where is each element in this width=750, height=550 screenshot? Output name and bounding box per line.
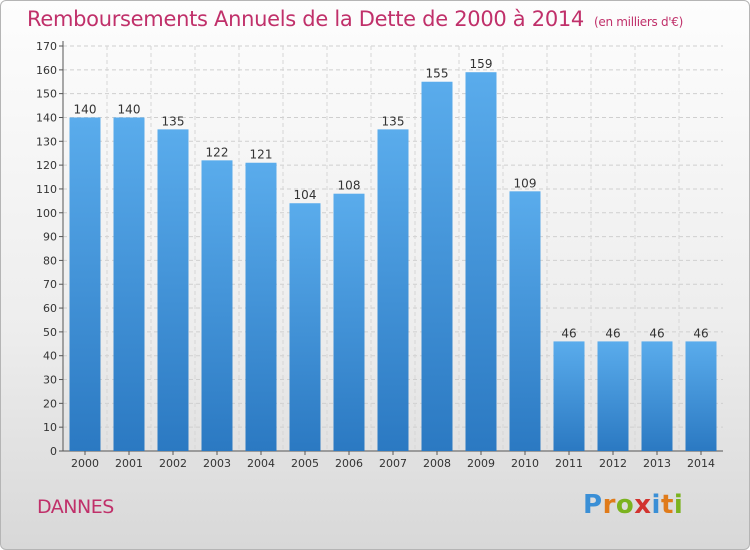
- x-tick-label-2004: 2004: [247, 457, 275, 470]
- chart-unit: (en milliers d'€): [594, 15, 684, 29]
- bar-2001: [113, 117, 145, 452]
- logo-letter: P: [583, 490, 603, 520]
- data-label-2007: 135: [382, 114, 405, 128]
- bar-2000: [69, 117, 101, 452]
- x-tick-label-2008: 2008: [423, 457, 451, 470]
- x-tick-label-2013: 2013: [643, 457, 671, 470]
- x-tick-label-2012: 2012: [599, 457, 627, 470]
- x-tick-label-2003: 2003: [203, 457, 231, 470]
- y-tick-label: 140: [36, 111, 57, 124]
- bar-2006: [333, 193, 365, 452]
- x-tick-label-2001: 2001: [115, 457, 143, 470]
- logo-letter: i: [673, 490, 684, 520]
- x-tick-label-2006: 2006: [335, 457, 363, 470]
- chart-title-text: Remboursements Annuels de la Dette de 20…: [27, 7, 584, 31]
- logo-letter: r: [602, 490, 616, 520]
- x-tick-label-2014: 2014: [687, 457, 715, 470]
- y-tick-label: 50: [43, 326, 57, 339]
- bar-2009: [465, 72, 497, 452]
- y-tick-label: 60: [43, 302, 57, 315]
- y-tick-label: 130: [36, 135, 57, 148]
- bar-2012: [597, 341, 629, 451]
- y-tick-label: 40: [43, 350, 57, 363]
- y-tick-label: 70: [43, 278, 57, 291]
- x-tick-label-2009: 2009: [467, 457, 495, 470]
- data-label-2013: 46: [649, 326, 664, 340]
- y-tick-label: 100: [36, 207, 57, 220]
- y-tick-label: 80: [43, 254, 57, 267]
- bar-2004: [245, 162, 277, 451]
- bar-2005: [289, 203, 321, 451]
- bar-2013: [641, 341, 673, 451]
- y-tick-label: 20: [43, 397, 57, 410]
- data-label-2003: 122: [206, 145, 229, 159]
- y-tick-labels: 0 10 20 30 40 50 60 70 80 90 100 110 120 130 140 150 160…: [36, 40, 57, 458]
- logo-letter: t: [660, 490, 674, 520]
- logo-letter: o: [615, 490, 635, 520]
- x-tick-labels: 2000 2001 2002 2003 2004 2005 2006 2007 2008 2009…: [71, 457, 715, 470]
- y-tick-label: 30: [43, 374, 57, 387]
- city-name: DANNES: [37, 496, 114, 518]
- x-tick-label-2007: 2007: [379, 457, 407, 470]
- data-label-2002: 135: [162, 114, 185, 128]
- logo-letter: i: [651, 490, 661, 520]
- data-label-2010: 109: [514, 176, 537, 190]
- data-label-2000: 140: [74, 102, 97, 116]
- data-label-2006: 108: [338, 179, 361, 193]
- data-labels: 140 140 135 122 121 104 108 135 155 159 109 46 46 46 4…: [74, 57, 709, 340]
- x-tick-label-2005: 2005: [291, 457, 319, 470]
- bar-2008: [421, 81, 453, 451]
- x-tick-label-2000: 2000: [71, 457, 99, 470]
- y-tick-label: 10: [43, 421, 57, 434]
- bar-2010: [509, 191, 541, 451]
- data-label-2011: 46: [561, 326, 576, 340]
- bar-2011: [553, 341, 585, 451]
- data-label-2001: 140: [118, 102, 141, 116]
- y-tick-label: 110: [36, 183, 57, 196]
- y-tick-label: 160: [36, 64, 57, 77]
- proxiti-logo: Proxiti: [583, 490, 683, 520]
- bar-2003: [201, 160, 233, 451]
- bar-2014: [685, 341, 717, 451]
- x-tick-label-2010: 2010: [511, 457, 539, 470]
- bar-2002: [157, 129, 189, 451]
- y-tick-label: 90: [43, 231, 57, 244]
- y-tick-label: 170: [36, 40, 57, 53]
- data-label-2009: 159: [470, 57, 493, 71]
- data-label-2004: 121: [250, 148, 273, 162]
- data-label-2014: 46: [693, 326, 708, 340]
- x-tick-label-2002: 2002: [159, 457, 187, 470]
- data-label-2008: 155: [426, 67, 449, 81]
- x-tick-label-2011: 2011: [555, 457, 583, 470]
- bar-2007: [377, 129, 409, 451]
- data-label-2005: 104: [294, 188, 317, 202]
- y-tick-label: 150: [36, 88, 57, 101]
- logo-letter: x: [634, 490, 652, 520]
- bars: [69, 72, 717, 452]
- data-label-2012: 46: [605, 326, 620, 340]
- chart-title: Remboursements Annuels de la Dette de 20…: [27, 7, 683, 31]
- y-tick-label: 0: [50, 445, 57, 458]
- y-tick-label: 120: [36, 159, 57, 172]
